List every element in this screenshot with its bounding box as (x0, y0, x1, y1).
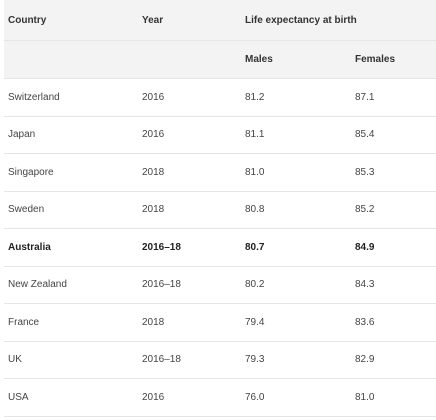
cell-year: 2018 (138, 153, 241, 192)
cell-country: New Zealand (4, 266, 138, 304)
table-row: Sweden 2018 80.8 85.2 (4, 191, 436, 229)
cell-females: 81.0 (351, 378, 436, 417)
header-row-top: Country Year Life expectancy at birth (4, 0, 436, 41)
table-row: Singapore 2018 81.0 85.3 (4, 153, 436, 192)
cell-females: 83.6 (351, 303, 436, 342)
cell-year: 2016 (138, 78, 241, 117)
table-row: Australia 2016–18 80.7 84.9 (4, 228, 436, 267)
life-expectancy-table-container: Country Year Life expectancy at birth Ma… (4, 0, 436, 417)
header-year-spacer (138, 40, 241, 79)
cell-country: Switzerland (4, 78, 138, 117)
cell-year: 2018 (138, 303, 241, 342)
header-row-bottom: Males Females (4, 40, 436, 79)
cell-year: 2016–18 (138, 266, 241, 304)
table-row: Switzerland 2016 81.2 87.1 (4, 78, 436, 117)
cell-country: Australia (4, 228, 138, 267)
table-row: UK 2016–18 79.3 82.9 (4, 341, 436, 379)
cell-year: 2016–18 (138, 341, 241, 379)
header-country-spacer (4, 40, 138, 79)
cell-country: UK (4, 341, 138, 379)
table-body: Switzerland 2016 81.2 87.1 Japan 2016 81.1 85.4… (4, 78, 436, 417)
cell-males: 79.4 (241, 303, 351, 342)
cell-year: 2018 (138, 191, 241, 229)
cell-country: Sweden (4, 191, 138, 229)
cell-females: 85.3 (351, 153, 436, 192)
header-life-expectancy-group: Life expectancy at birth (241, 0, 436, 41)
cell-males: 80.8 (241, 191, 351, 229)
cell-year: 2016 (138, 116, 241, 154)
cell-males: 80.7 (241, 228, 351, 267)
header-females: Females (351, 40, 436, 79)
cell-males: 81.2 (241, 78, 351, 117)
header-country: Country (4, 0, 138, 41)
cell-males: 76.0 (241, 378, 351, 417)
table-header: Country Year Life expectancy at birth Ma… (4, 0, 436, 79)
cell-males: 81.0 (241, 153, 351, 192)
cell-males: 79.3 (241, 341, 351, 379)
cell-females: 87.1 (351, 78, 436, 117)
cell-country: USA (4, 378, 138, 417)
cell-year: 2016 (138, 378, 241, 417)
cell-year: 2016–18 (138, 228, 241, 267)
cell-females: 85.4 (351, 116, 436, 154)
table-row: New Zealand 2016–18 80.2 84.3 (4, 266, 436, 304)
cell-males: 80.2 (241, 266, 351, 304)
table-row: France 2018 79.4 83.6 (4, 303, 436, 342)
cell-females: 82.9 (351, 341, 436, 379)
table-row: Japan 2016 81.1 85.4 (4, 116, 436, 154)
cell-females: 85.2 (351, 191, 436, 229)
life-expectancy-table: Country Year Life expectancy at birth Ma… (4, 0, 436, 417)
cell-country: France (4, 303, 138, 342)
header-year: Year (138, 0, 241, 41)
cell-country: Singapore (4, 153, 138, 192)
cell-females: 84.3 (351, 266, 436, 304)
cell-females: 84.9 (351, 228, 436, 267)
header-males: Males (241, 40, 351, 79)
cell-males: 81.1 (241, 116, 351, 154)
table-row: USA 2016 76.0 81.0 (4, 378, 436, 417)
cell-country: Japan (4, 116, 138, 154)
